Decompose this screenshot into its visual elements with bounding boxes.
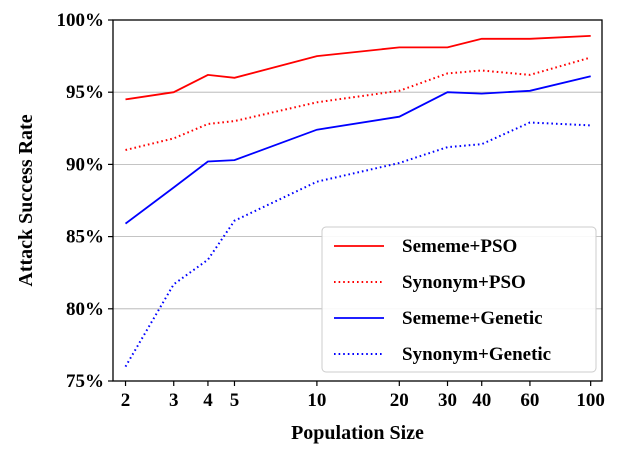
x-tick-label-7: 40: [472, 390, 491, 411]
x-tick-label-2: 4: [203, 390, 213, 411]
series-lines: [124, 35, 591, 368]
x-axis-ticks: 2 3 4 5 10 20 30 40 60 100: [121, 381, 605, 411]
y-tick-label-2: 85%: [66, 227, 104, 248]
x-tick-label-6: 30: [438, 390, 457, 411]
x-tick-label-5: 20: [390, 390, 409, 411]
x-tick-label-1: 3: [169, 390, 179, 411]
x-tick-label-8: 60: [520, 390, 539, 411]
series-line-sememe-pso: [125, 35, 591, 101]
x-tick-label-9: 100: [576, 390, 605, 411]
legend-label-0: Sememe+PSO: [402, 236, 517, 257]
y-tick-label-0: 75%: [66, 371, 104, 392]
legend-label-3: Synonym+Genetic: [402, 344, 551, 365]
x-tick-label-0: 2: [121, 390, 131, 411]
x-axis-label: Population Size: [291, 422, 424, 444]
y-tick-label-4: 95%: [66, 82, 104, 103]
y-tick-label-3: 90%: [66, 154, 104, 175]
y-tick-label-1: 80%: [66, 299, 104, 320]
legend-box: [321, 226, 597, 373]
legend-label-1: Synonym+PSO: [402, 272, 526, 293]
y-axis-label: Attack Success Rate: [15, 114, 37, 286]
series-line-synonym-pso: [125, 56, 591, 151]
series-line-synonym-genetic: [124, 121, 591, 368]
plot-frame: [112, 19, 603, 382]
legend-label-2: Sememe+Genetic: [402, 308, 543, 329]
y-axis-ticks: 75% 80% 85% 90% 95% 100%: [57, 10, 113, 392]
x-tick-label-3: 5: [230, 390, 240, 411]
y-tick-label-5: 100%: [57, 10, 105, 31]
legend: Sememe+PSO Synonym+PSO Sememe+Genetic Synon…: [321, 226, 597, 373]
series-line-sememe-genetic: [124, 75, 591, 225]
x-tick-label-4: 10: [307, 390, 326, 411]
